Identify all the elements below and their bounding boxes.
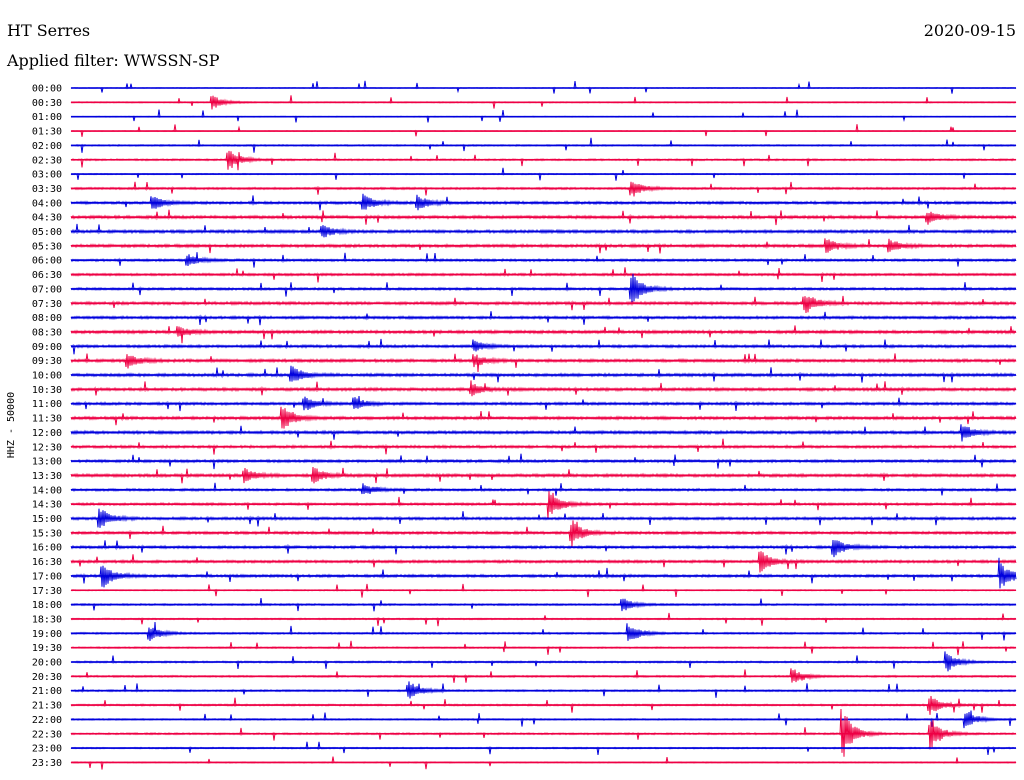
row-time-label: 20:00 <box>32 658 62 669</box>
row-time-label: 23:00 <box>32 744 62 755</box>
filter-label: Applied filter: WWSSN-SP <box>7 51 220 70</box>
row-time-label: 08:30 <box>32 327 62 338</box>
row-time-label: 10:00 <box>32 371 62 382</box>
trace-line-0500 <box>70 223 1017 238</box>
row-time-label: 17:30 <box>32 586 62 597</box>
row-time-label: 04:00 <box>32 198 62 209</box>
row-time-label: 16:00 <box>32 543 62 554</box>
row-time-label: 03:30 <box>32 184 62 195</box>
row-time-label: 22:30 <box>32 729 62 740</box>
row-time-label: 13:30 <box>32 471 62 482</box>
row-time-label: 16:30 <box>32 557 62 568</box>
row-time-label: 19:30 <box>32 643 62 654</box>
row-time-label: 21:00 <box>32 686 62 697</box>
row-labels: 00:00 00:30 01:00 01:30 02:00 02:30 03:00 03:30… <box>32 84 62 769</box>
trace-line-1600 <box>70 539 1017 558</box>
date-label: 2020-09-15 <box>923 21 1016 40</box>
row-time-label: 18:30 <box>32 614 62 625</box>
row-time-label: 02:00 <box>32 141 62 152</box>
row-time-label: 09:30 <box>32 356 62 367</box>
row-time-label: 11:30 <box>32 414 62 425</box>
row-time-label: 09:00 <box>32 342 62 353</box>
row-time-label: 06:00 <box>32 256 62 267</box>
row-time-label: 07:00 <box>32 284 62 295</box>
station-title: HT Serres <box>7 21 91 40</box>
trace-line-1900 <box>70 622 1017 642</box>
row-time-label: 11:00 <box>32 399 62 410</box>
row-time-label: 21:30 <box>32 701 62 712</box>
row-time-label: 15:30 <box>32 528 62 539</box>
trace-line-0700 <box>70 273 1017 303</box>
row-time-label: 20:30 <box>32 672 62 683</box>
trace-line-0730 <box>70 295 1017 314</box>
row-time-label: 15:00 <box>32 514 62 525</box>
y-axis-label: HHZ - 50000 <box>6 392 17 458</box>
row-time-label: 00:30 <box>32 98 62 109</box>
row-time-label: 13:00 <box>32 457 62 468</box>
trace-line-0830 <box>70 325 1017 344</box>
row-time-label: 03:00 <box>32 170 62 181</box>
row-time-label: 22:00 <box>32 715 62 726</box>
seismic-traces <box>70 80 1017 770</box>
row-time-label: 12:30 <box>32 442 62 453</box>
row-time-label: 23:30 <box>32 758 62 769</box>
row-time-label: 12:00 <box>32 428 62 439</box>
row-time-label: 06:30 <box>32 270 62 281</box>
row-time-label: 00:00 <box>32 84 62 95</box>
row-time-label: 01:30 <box>32 127 62 138</box>
row-time-label: 08:00 <box>32 313 62 324</box>
trace-line-1430 <box>70 491 1017 519</box>
row-time-label: 19:00 <box>32 629 62 640</box>
trace-line-1000 <box>70 365 1017 383</box>
row-time-label: 18:00 <box>32 600 62 611</box>
row-time-label: 05:00 <box>32 227 62 238</box>
row-time-label: 10:30 <box>32 385 62 396</box>
row-time-label: 01:00 <box>32 112 62 123</box>
row-time-label: 14:30 <box>32 500 62 511</box>
row-time-label: 07:30 <box>32 299 62 310</box>
trace-line-2230 <box>70 708 1017 757</box>
trace-line-1030 <box>70 380 1017 397</box>
trace-line-0930 <box>70 353 1017 372</box>
row-time-label: 17:00 <box>32 571 62 582</box>
row-time-label: 04:30 <box>32 213 62 224</box>
row-time-label: 05:30 <box>32 241 62 252</box>
row-time-label: 14:00 <box>32 485 62 496</box>
row-time-label: 02:30 <box>32 155 62 166</box>
trace-line-0230 <box>70 150 1017 171</box>
